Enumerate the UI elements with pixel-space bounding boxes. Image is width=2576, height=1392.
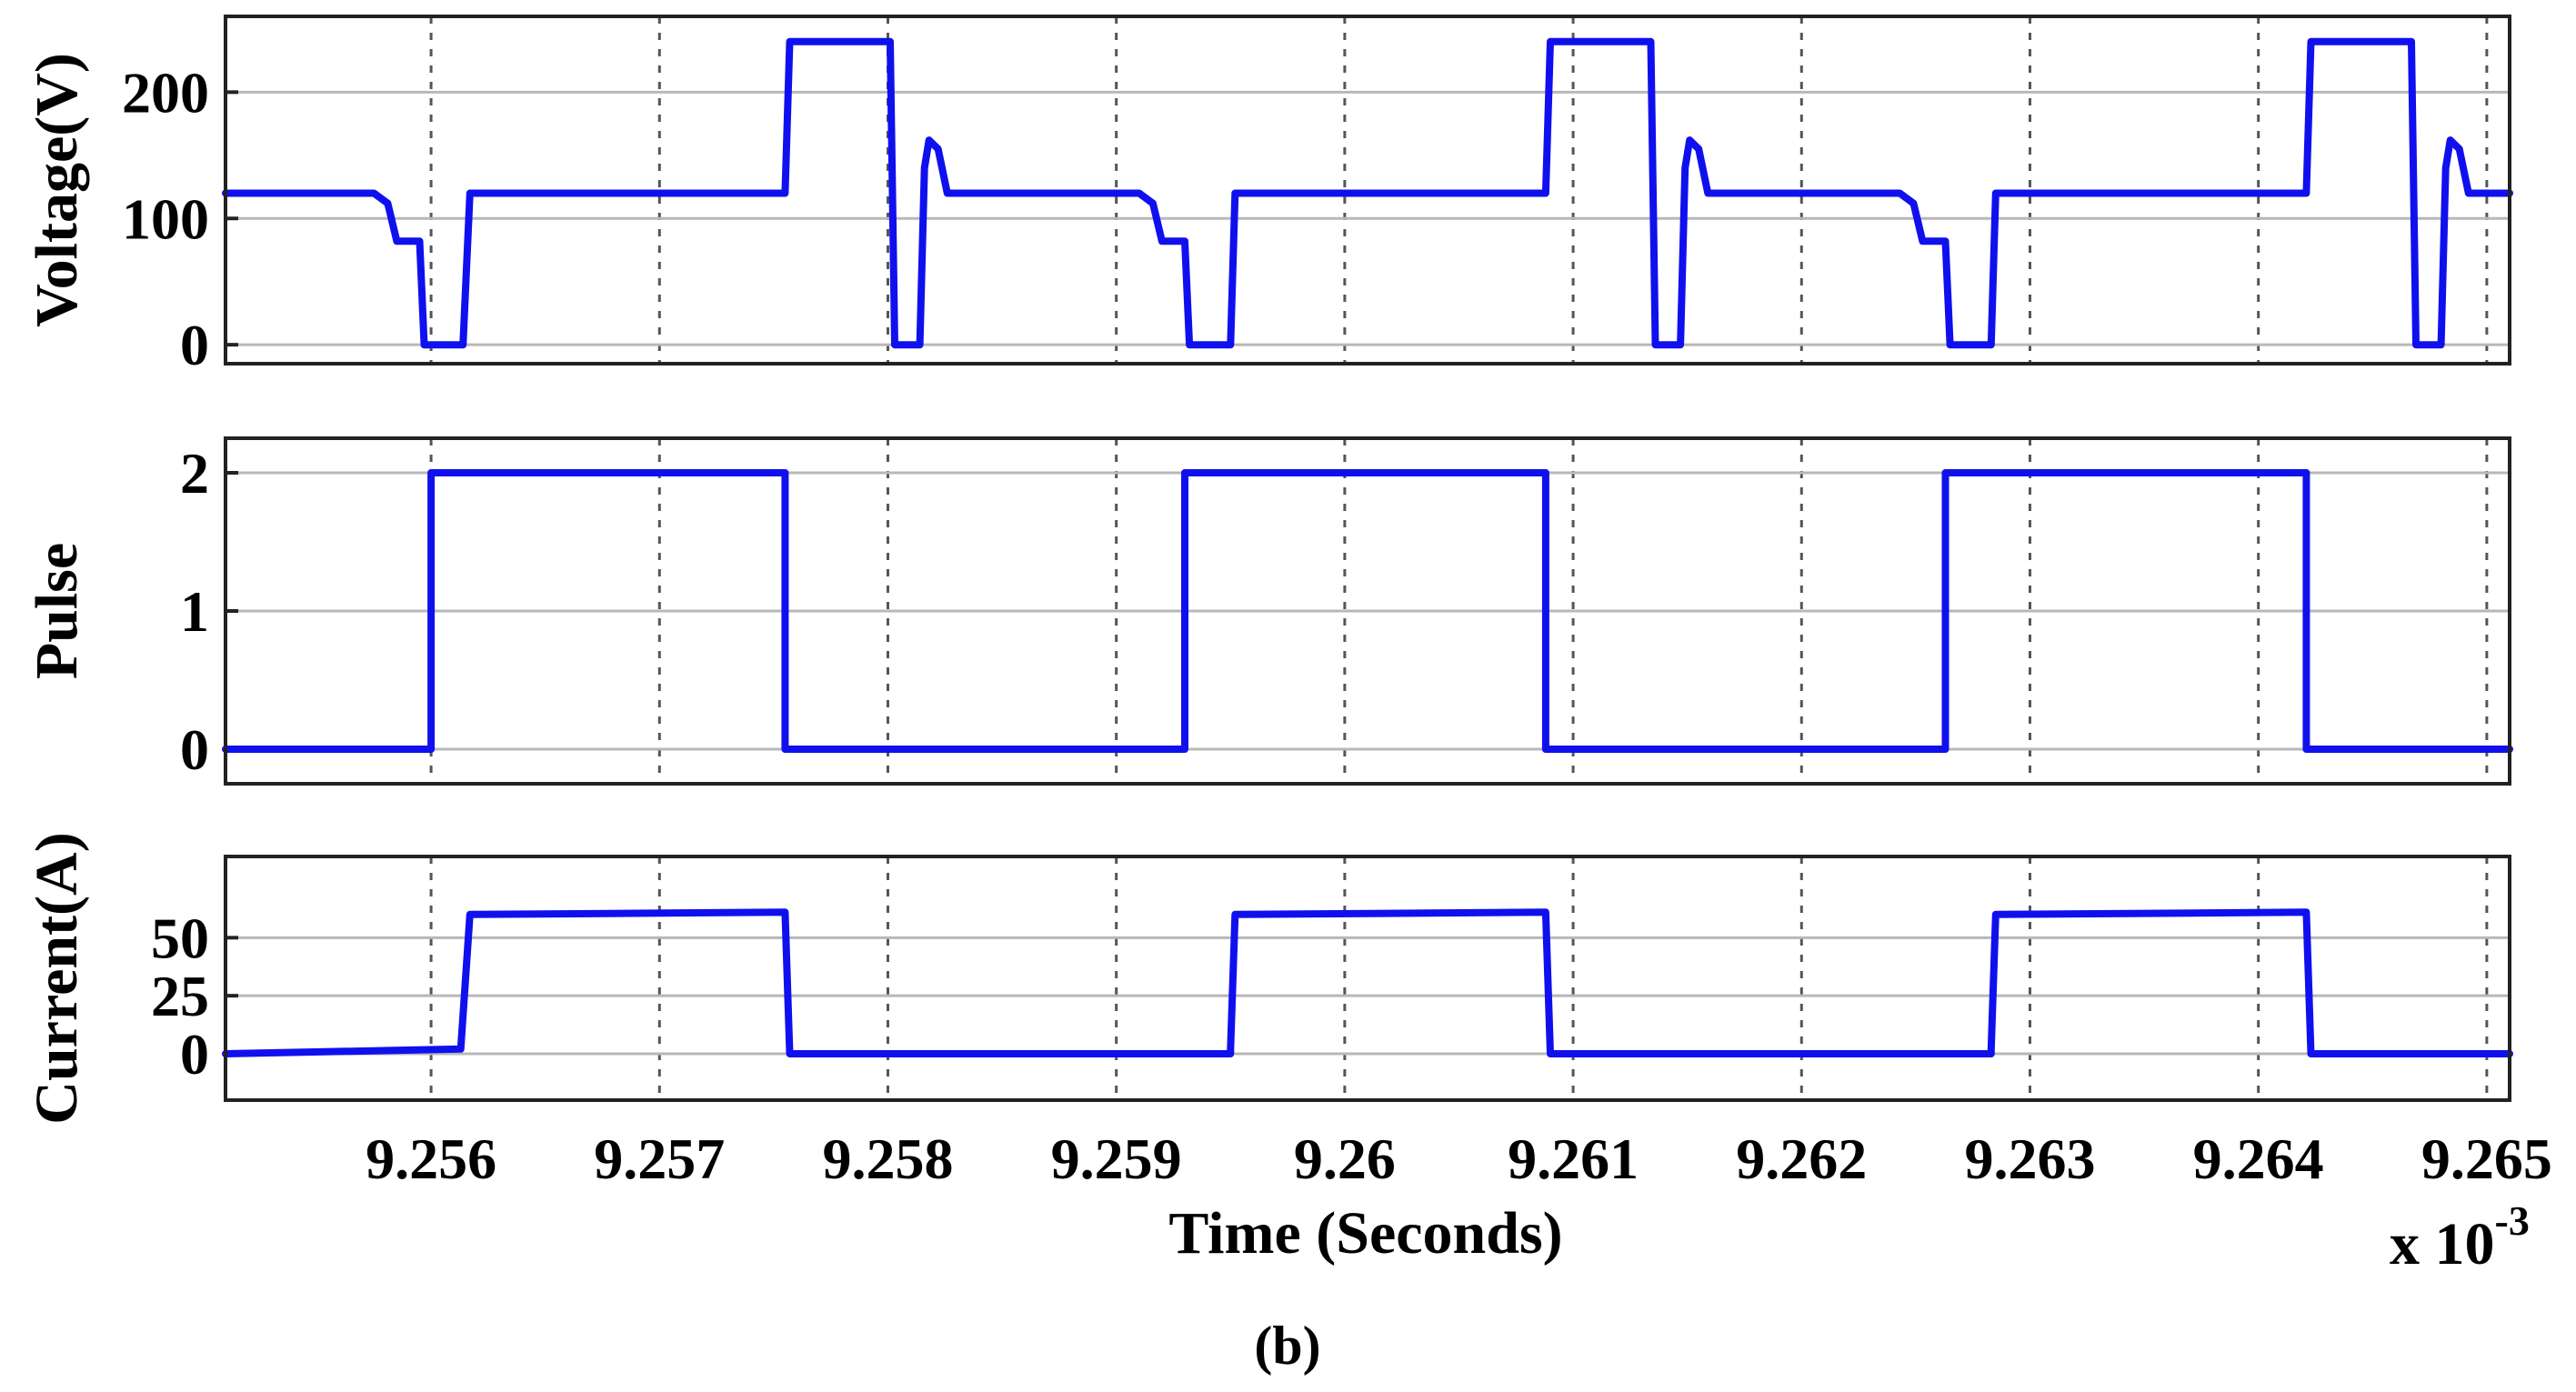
pulse-panel: 0 1 2 Pulse [24, 436, 2513, 786]
pulse-plot-frame [224, 436, 2511, 786]
x-tick-label: 9.264 [2193, 1127, 2324, 1191]
pulse-ytick-label: 1 [180, 579, 209, 644]
voltage-series-line [222, 37, 2513, 349]
pulse-series-line [222, 469, 2513, 753]
voltage-ytick-label: 0 [180, 313, 209, 377]
pulse-axis-label: Pulse [24, 543, 90, 679]
x-multiplier: x 10-3 [2390, 1197, 2530, 1277]
current-series-line [222, 908, 2513, 1057]
current-ytick-label: 25 [151, 964, 209, 1028]
x-tick-label: 9.259 [1051, 1127, 1182, 1191]
figure-caption: (b) [1254, 1316, 1320, 1376]
x-tick-label: 9.257 [594, 1127, 725, 1191]
x-tick-label: 9.26 [1294, 1127, 1396, 1191]
pulse-ytick-label: 0 [180, 717, 209, 782]
x-axis: 9.256 9.257 9.258 9.259 9.26 9.261 9.262 9.263 9… [366, 1127, 2552, 1191]
x-tick-label: 9.263 [1964, 1127, 2095, 1191]
voltage-axis-label: Voltage(V) [24, 53, 90, 327]
x-tick-label: 9.261 [1508, 1127, 1639, 1191]
voltage-plot-frame [224, 15, 2511, 366]
current-ytick-label: 0 [180, 1022, 209, 1087]
x-tick-label: 9.262 [1736, 1127, 1867, 1191]
x-axis-label: Time (Seconds) [1168, 1200, 1562, 1267]
voltage-ytick-label: 100 [122, 186, 209, 251]
x-tick-label: 9.256 [366, 1127, 496, 1191]
pulse-ytick-label: 2 [180, 441, 209, 506]
current-ytick-label: 50 [151, 906, 209, 970]
x-tick-label: 9.258 [822, 1127, 953, 1191]
current-axis-label: Current(A) [24, 832, 90, 1124]
voltage-ytick-label: 200 [122, 60, 209, 125]
x-tick-label: 9.265 [2421, 1127, 2552, 1191]
voltage-panel: 0 100 200 Voltage(V) [24, 15, 2513, 377]
current-plot-frame [224, 855, 2511, 1102]
